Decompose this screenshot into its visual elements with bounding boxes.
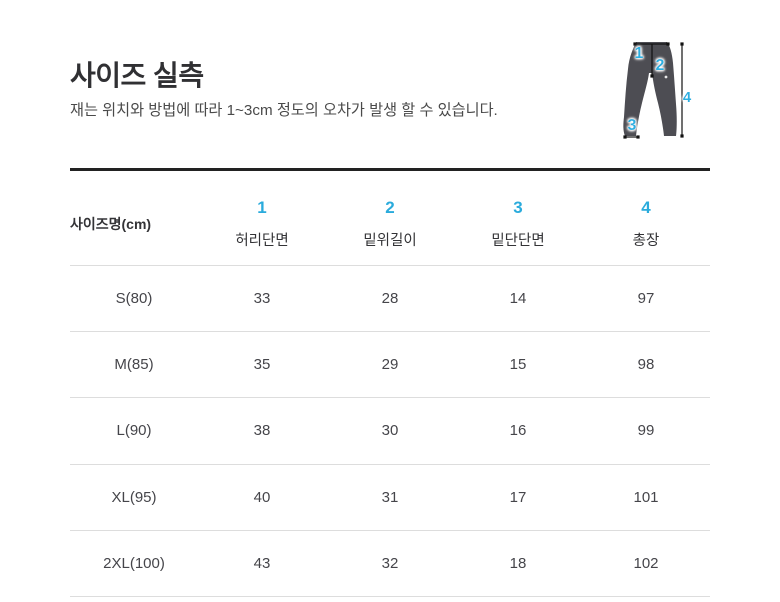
svg-text:3: 3 — [628, 117, 637, 134]
svg-text:1: 1 — [635, 45, 644, 62]
svg-text:2: 2 — [656, 57, 665, 74]
svg-text:4: 4 — [683, 89, 692, 106]
